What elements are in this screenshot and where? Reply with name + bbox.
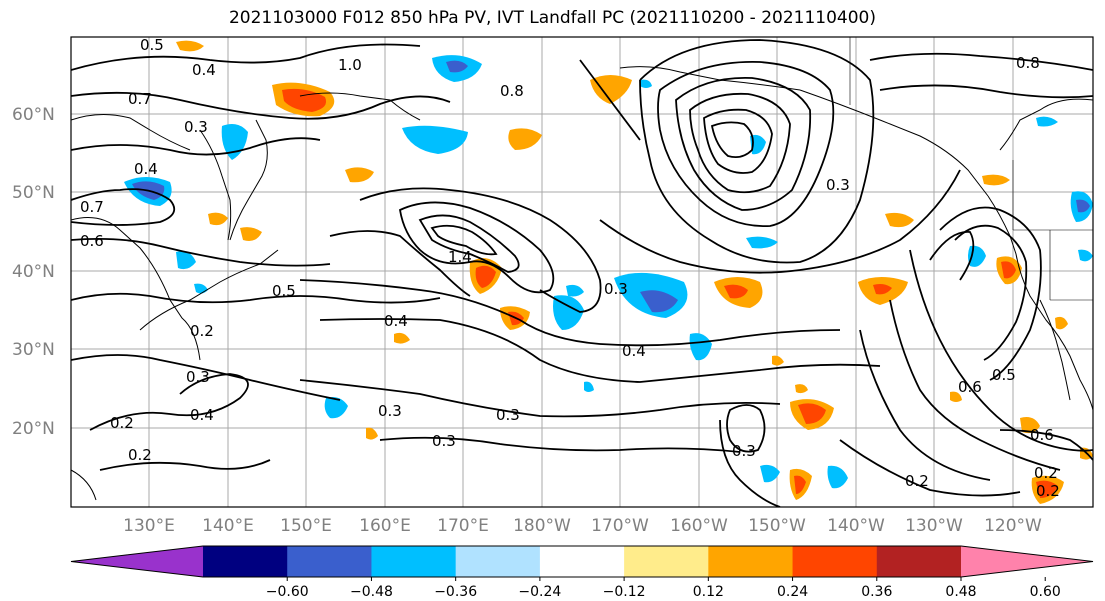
svg-text:0.4: 0.4 <box>134 160 158 178</box>
map-layers: 0.4 0.5 0.7 1.0 0.8 0.3 0.4 0.7 0.6 0.5 … <box>71 36 1093 507</box>
colorbar-tick-label: 0.12 <box>693 584 724 600</box>
colorbar-tick-label: −0.60 <box>266 584 309 600</box>
colorbar: −0.60 −0.48 −0.36 −0.24 −0.12 0.12 0.24 0.36 0.4… <box>70 545 1094 600</box>
latitude-labels: 60°N 50°N 40°N 30°N 20°N <box>12 105 55 439</box>
svg-text:0.8: 0.8 <box>1016 54 1040 72</box>
svg-text:0.2: 0.2 <box>110 414 134 432</box>
pv-contours <box>71 39 1093 507</box>
colorbar-segment <box>455 546 541 577</box>
svg-text:140°W: 140°W <box>827 516 885 536</box>
svg-text:20°N: 20°N <box>12 419 55 439</box>
svg-text:0.3: 0.3 <box>732 442 756 460</box>
svg-text:0.7: 0.7 <box>128 90 152 108</box>
svg-text:0.6: 0.6 <box>1030 426 1054 444</box>
svg-text:0.4: 0.4 <box>190 406 214 424</box>
colorbar-tick-label: −0.24 <box>518 584 561 600</box>
longitude-labels: 130°E 140°E 150°E 160°E 170°E 180°W 170°… <box>123 516 1042 536</box>
colorbar-tick-label: −0.36 <box>434 584 477 600</box>
map-frame-bg <box>71 37 1093 507</box>
svg-text:150°E: 150°E <box>280 516 332 536</box>
colorbar-segment <box>792 546 878 577</box>
svg-text:0.7: 0.7 <box>80 198 104 216</box>
colorbar-tick-label: −0.12 <box>603 584 646 600</box>
svg-text:0.4: 0.4 <box>384 312 408 330</box>
colorbar-tick-label: −0.48 <box>350 584 393 600</box>
colorbar-segment <box>371 546 457 577</box>
svg-text:160°E: 160°E <box>359 516 411 536</box>
svg-text:0.2: 0.2 <box>905 472 929 490</box>
svg-text:130°W: 130°W <box>905 516 963 536</box>
svg-text:170°W: 170°W <box>591 516 649 536</box>
colorbar-segment <box>287 546 372 577</box>
positive-anomaly-fills <box>176 40 1093 504</box>
svg-text:60°N: 60°N <box>12 105 55 125</box>
svg-text:0.3: 0.3 <box>184 118 208 136</box>
svg-text:0.5: 0.5 <box>272 282 296 300</box>
svg-text:0.5: 0.5 <box>140 36 164 54</box>
map-title: 2021103000 F012 850 hPa PV, IVT Landfall… <box>228 8 876 28</box>
colorbar-segment <box>876 546 962 577</box>
svg-text:0.4: 0.4 <box>622 342 646 360</box>
graticule <box>71 37 1093 507</box>
svg-text:50°N: 50°N <box>12 183 55 203</box>
map-frame <box>70 36 1094 508</box>
colorbar-extend-max <box>961 546 1093 577</box>
svg-text:0.3: 0.3 <box>604 280 628 298</box>
svg-text:170°E: 170°E <box>437 516 489 536</box>
svg-text:1.4: 1.4 <box>448 248 472 266</box>
colorbar-tick-label: 0.24 <box>777 584 808 600</box>
svg-text:0.2: 0.2 <box>1034 464 1058 482</box>
svg-text:0.6: 0.6 <box>958 378 982 396</box>
colorbar-segment <box>203 546 288 577</box>
svg-text:0.3: 0.3 <box>432 432 456 450</box>
colorbar-tick-label: 0.36 <box>861 584 892 600</box>
svg-text:0.2: 0.2 <box>128 446 152 464</box>
svg-text:1.0: 1.0 <box>338 56 362 74</box>
colorbar-tick-label: 0.60 <box>1030 584 1061 600</box>
contour-labels: 0.4 0.5 0.7 1.0 0.8 0.3 0.4 0.7 0.6 0.5 … <box>80 36 1060 500</box>
svg-text:30°N: 30°N <box>12 340 55 360</box>
svg-text:0.2: 0.2 <box>1036 482 1060 500</box>
colorbar-extend-min <box>71 546 203 577</box>
svg-text:40°N: 40°N <box>12 262 55 282</box>
svg-text:160°W: 160°W <box>670 516 728 536</box>
svg-text:130°E: 130°E <box>123 516 175 536</box>
svg-text:0.3: 0.3 <box>186 368 210 386</box>
coastlines <box>71 66 1093 501</box>
svg-text:120°W: 120°W <box>984 516 1042 536</box>
svg-text:0.8: 0.8 <box>500 82 524 100</box>
colorbar-segment <box>624 546 709 577</box>
svg-text:0.4: 0.4 <box>192 61 216 79</box>
svg-text:0.6: 0.6 <box>80 232 104 250</box>
svg-text:0.3: 0.3 <box>496 406 520 424</box>
negative-anomaly-fills <box>124 55 1093 489</box>
colorbar-outline <box>70 545 1094 578</box>
colorbar-segment <box>539 546 625 577</box>
svg-text:0.5: 0.5 <box>992 366 1016 384</box>
borders <box>849 37 1093 301</box>
svg-text:0.3: 0.3 <box>378 402 402 420</box>
colorbar-tick-label: 0.48 <box>945 584 976 600</box>
colorbar-segment <box>708 546 794 577</box>
svg-text:0.2: 0.2 <box>190 322 214 340</box>
svg-text:0.3: 0.3 <box>826 176 850 194</box>
svg-text:150°W: 150°W <box>748 516 806 536</box>
svg-text:180°W: 180°W <box>513 516 571 536</box>
svg-text:140°E: 140°E <box>202 516 254 536</box>
